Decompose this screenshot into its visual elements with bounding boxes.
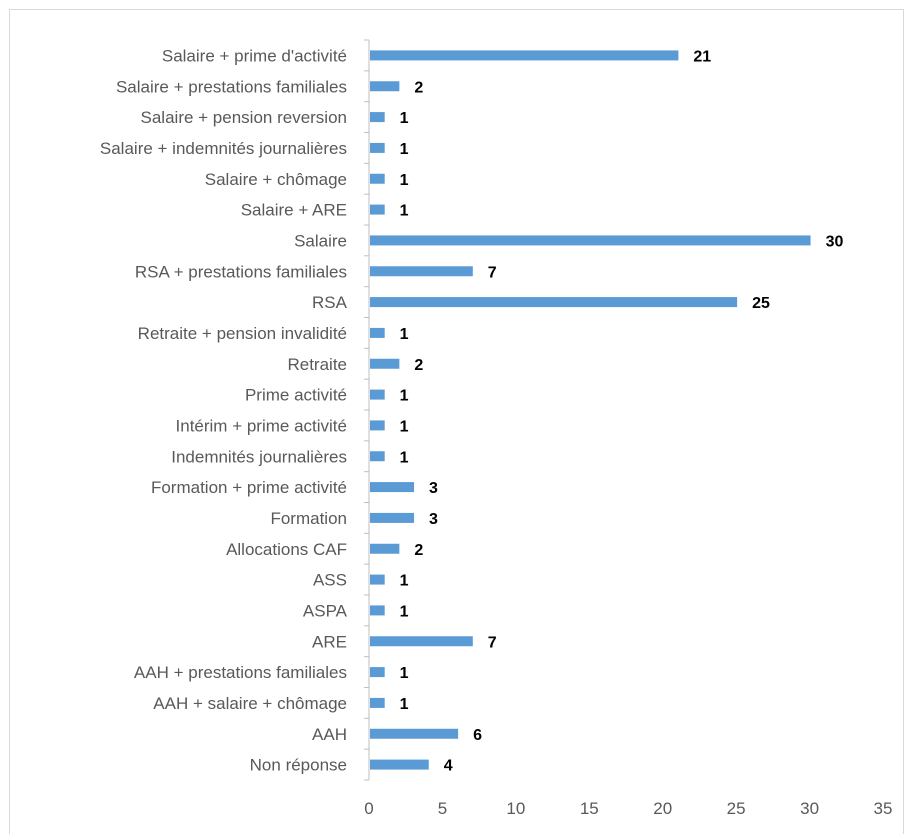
category-label: ASS <box>313 571 347 590</box>
data-label: 3 <box>429 511 438 528</box>
category-label: Non réponse <box>250 756 347 775</box>
x-tick-label: 15 <box>580 799 599 818</box>
category-label: Salaire + pension reversion <box>141 108 347 127</box>
data-label: 1 <box>400 203 409 220</box>
data-label: 1 <box>400 665 409 682</box>
bar <box>370 389 385 400</box>
axis-layer <box>364 39 370 781</box>
bar <box>370 636 473 647</box>
data-label: 7 <box>488 264 497 281</box>
bar <box>370 420 385 431</box>
data-label: 25 <box>752 295 770 312</box>
data-label: 30 <box>826 233 844 250</box>
bar <box>370 327 385 338</box>
data-label: 1 <box>400 388 409 405</box>
category-label: Salaire + ARE <box>241 201 347 220</box>
category-label: Formation + prime activité <box>151 478 347 497</box>
bar <box>370 235 811 246</box>
category-label: Salaire + indemnités journalières <box>100 139 347 158</box>
data-label: 1 <box>400 418 409 435</box>
data-label: 2 <box>414 542 423 559</box>
data-label: 1 <box>400 449 409 466</box>
bar <box>370 667 385 678</box>
bar <box>370 297 738 308</box>
category-label: Intérim + prime activité <box>176 416 347 435</box>
chart-frame <box>9 9 904 834</box>
data-label: 1 <box>400 326 409 343</box>
bar <box>370 451 385 462</box>
bar <box>370 173 385 184</box>
bar <box>370 50 679 61</box>
data-label: 21 <box>693 48 711 65</box>
category-label: Prime activité <box>245 386 347 405</box>
data-label: 4 <box>444 758 453 775</box>
x-tick-label: 25 <box>727 799 746 818</box>
category-label: ARE <box>312 632 347 651</box>
category-label: Retraite <box>287 355 347 374</box>
category-label: RSA + prestations familiales <box>135 262 347 281</box>
bar <box>370 112 385 123</box>
x-tick-label: 10 <box>506 799 525 818</box>
bar <box>370 358 400 369</box>
data-label: 1 <box>400 172 409 189</box>
category-label: Formation <box>270 509 347 528</box>
x-tick-label: 0 <box>364 799 373 818</box>
category-label: AAH + salaire + chômage <box>153 694 347 713</box>
bar <box>370 142 385 153</box>
bar <box>370 574 385 585</box>
data-label: 3 <box>429 480 438 497</box>
bars-layer <box>370 50 811 770</box>
bar <box>370 266 473 277</box>
data-label: 7 <box>488 634 497 651</box>
data-label: 1 <box>400 141 409 158</box>
data-label: 6 <box>473 727 482 744</box>
category-label: AAH + prestations familiales <box>134 663 347 682</box>
category-label: Salaire + chômage <box>205 170 347 189</box>
category-label: Salaire <box>294 231 347 250</box>
data-label: 1 <box>400 696 409 713</box>
bar <box>370 512 415 523</box>
category-label: Salaire + prime d'activité <box>162 46 347 65</box>
x-tick-label: 35 <box>874 799 893 818</box>
data-label: 2 <box>414 357 423 374</box>
bar <box>370 204 385 215</box>
bar <box>370 81 400 92</box>
x-tick-label: 5 <box>438 799 447 818</box>
bar <box>370 605 385 616</box>
data-label: 1 <box>400 110 409 127</box>
data-label: 2 <box>414 79 423 96</box>
category-label: ASPA <box>303 601 348 620</box>
category-label: AAH <box>312 725 347 744</box>
x-tick-label: 20 <box>653 799 672 818</box>
category-label: Allocations CAF <box>226 540 347 559</box>
bar <box>370 482 415 493</box>
data-label: 1 <box>400 603 409 620</box>
category-label: Indemnités journalières <box>171 447 347 466</box>
category-label: Retraite + pension invalidité <box>138 324 347 343</box>
category-label: Salaire + prestations familiales <box>116 77 347 96</box>
bar <box>370 728 459 739</box>
category-label: RSA <box>312 293 348 312</box>
bar <box>370 759 429 770</box>
bar <box>370 543 400 554</box>
bar <box>370 697 385 708</box>
x-tick-label: 30 <box>800 799 819 818</box>
data-label: 1 <box>400 573 409 590</box>
